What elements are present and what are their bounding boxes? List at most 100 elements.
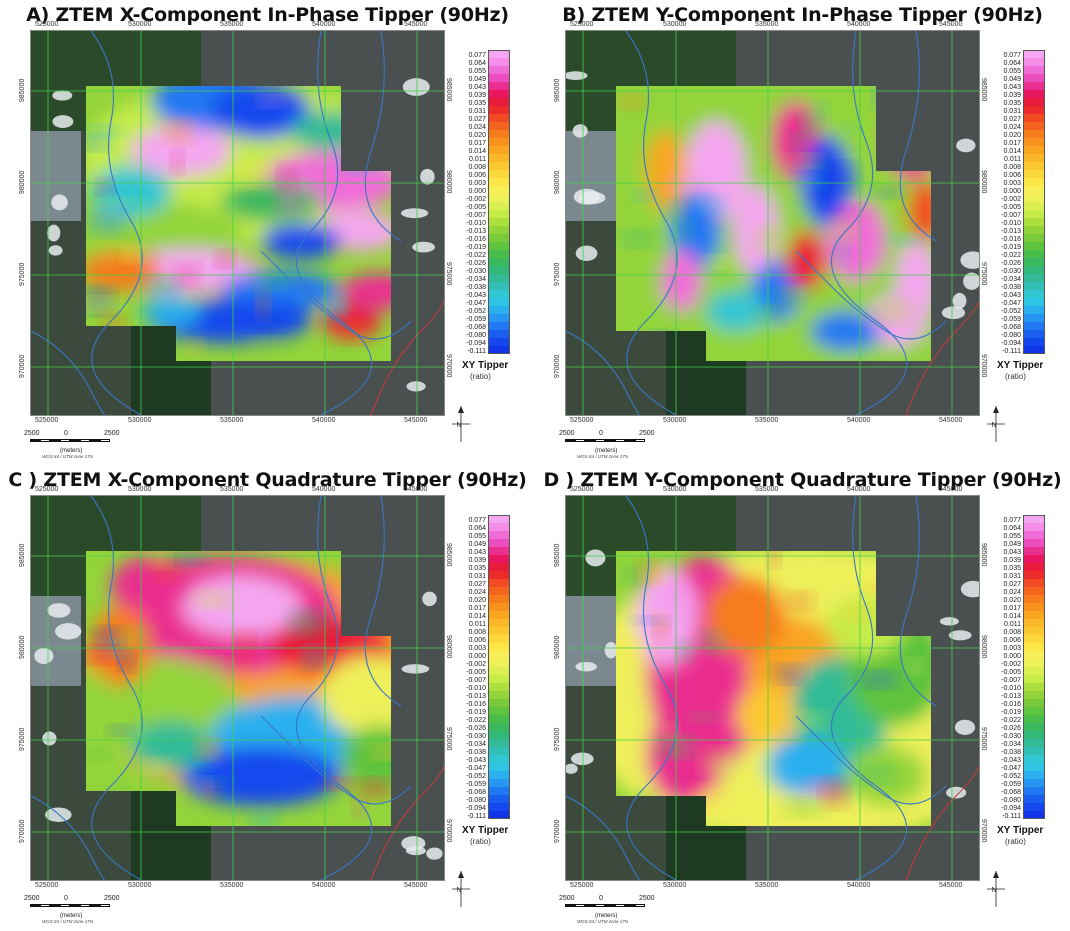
- road: [905, 291, 979, 415]
- colorbar-swatch: [1023, 579, 1045, 587]
- colorbar-swatch: [488, 515, 510, 524]
- anomaly-blob: [142, 758, 168, 774]
- colorbar-swatch: [488, 723, 510, 731]
- projection-label: WGS 84 / UTM zone 17N: [577, 919, 629, 924]
- colorbar-label: -0.002: [466, 196, 486, 203]
- cloud: [960, 580, 979, 598]
- anomaly-blob: [354, 779, 391, 799]
- anomaly-blob: [702, 749, 743, 778]
- colorbar-swatch: [488, 747, 510, 755]
- river: [625, 496, 678, 880]
- cloud: [420, 168, 435, 185]
- anomaly-blob: [258, 96, 284, 108]
- anomaly-blob: [616, 638, 639, 660]
- scale-tick-label: 2500: [559, 430, 575, 437]
- colorbar-swatch: [1023, 106, 1045, 114]
- colorbar-swatch: [488, 138, 510, 146]
- colorbar-swatch: [488, 691, 510, 699]
- map-frame: [30, 495, 445, 881]
- northing-label: 985000: [980, 78, 987, 102]
- colorbar-label: -0.043: [1001, 757, 1021, 764]
- map-svg: [566, 31, 979, 415]
- scale-tick-label: 2500: [639, 895, 655, 902]
- scale-segment: [615, 904, 625, 907]
- colorbar-swatch: [488, 82, 510, 90]
- anomaly-blob: [858, 764, 895, 784]
- colorbar-label: -0.019: [1001, 709, 1021, 716]
- cloud: [45, 807, 72, 822]
- colorbar-swatch: [1023, 515, 1045, 524]
- anomaly-blob: [115, 626, 152, 645]
- easting-label: 525000: [35, 486, 59, 493]
- colorbar-label: -0.038: [1001, 749, 1021, 756]
- scale-segment: [60, 904, 70, 907]
- panel-title: D ) ZTEM Y-Component Quadrature Tipper (…: [543, 469, 1062, 491]
- anomaly-blob: [147, 551, 170, 567]
- cloud: [566, 763, 578, 774]
- colorbar-swatch: [488, 731, 510, 739]
- anomaly-blob: [170, 152, 184, 173]
- colorbar-swatch: [1023, 771, 1045, 779]
- cloud: [963, 272, 979, 290]
- cloud: [954, 719, 976, 735]
- colorbar-swatch: [488, 114, 510, 122]
- anomaly-blob: [703, 255, 734, 268]
- colorbar-label: 0.011: [1004, 156, 1021, 163]
- colorbar-swatch: [488, 755, 510, 763]
- cloud: [406, 381, 426, 392]
- cloud: [573, 188, 600, 205]
- river: [296, 496, 373, 880]
- anomaly-blob: [778, 726, 803, 743]
- colorbar-label: 0.008: [1003, 164, 1021, 171]
- colorbar-swatch: [1023, 282, 1045, 290]
- cloud: [572, 124, 588, 138]
- northing-label: 970000: [19, 354, 26, 378]
- anomaly-blob: [821, 779, 848, 807]
- scale-tick-label: 0: [599, 430, 603, 437]
- colorbar-label: 0.039: [1003, 92, 1021, 99]
- colorbar-label: 0.049: [468, 76, 486, 83]
- scale-segment: [635, 439, 645, 442]
- anomaly-blob: [211, 86, 311, 139]
- easting-label: 525000: [570, 417, 594, 424]
- easting-label: 540000: [312, 882, 336, 889]
- anomaly-blob: [86, 135, 112, 151]
- easting-label: 530000: [128, 486, 152, 493]
- colorbar-label: 0.020: [468, 132, 486, 139]
- colorbar-swatch: [1023, 635, 1045, 643]
- colorbar-label: -0.043: [466, 757, 486, 764]
- colorbar-label: -0.022: [466, 717, 486, 724]
- anomaly-blob: [811, 311, 881, 351]
- easting-label: 545000: [939, 21, 963, 28]
- northing-label: 975000: [554, 727, 561, 751]
- anomaly-blob: [276, 304, 306, 323]
- colorbar-swatch: [488, 667, 510, 675]
- anomaly-blob: [321, 656, 391, 736]
- river: [899, 496, 937, 707]
- anomaly-blob: [696, 196, 726, 214]
- colorbar-label: 0.000: [1003, 188, 1021, 195]
- anomaly-blob: [786, 154, 825, 168]
- anomaly-blob: [870, 300, 914, 324]
- colorbar-label: -0.047: [1001, 765, 1021, 772]
- colorbar-label: -0.019: [466, 244, 486, 251]
- panel-title: C ) ZTEM X-Component Quadrature Tipper (…: [8, 469, 527, 491]
- colorbar-swatch: [1023, 338, 1045, 346]
- anomaly-blob: [185, 339, 203, 355]
- river: [899, 31, 937, 242]
- colorbar-label: -0.013: [466, 228, 486, 235]
- river: [90, 496, 143, 880]
- scale-segment: [100, 904, 110, 907]
- anomaly-blob: [100, 197, 141, 206]
- anomaly-blob: [123, 683, 137, 695]
- colorbar-label: -0.111: [467, 813, 486, 820]
- cloud: [402, 78, 430, 96]
- scale-tick-label: 2500: [639, 430, 655, 437]
- northing-label: 970000: [980, 354, 987, 378]
- colorbar-label: -0.034: [466, 741, 486, 748]
- colorbar-unit: (ratio): [470, 837, 491, 846]
- colorbar-label: 0.014: [1003, 148, 1021, 155]
- colorbar-label: -0.052: [466, 773, 486, 780]
- colorbar-label: 0.014: [468, 148, 486, 155]
- road: [905, 756, 979, 880]
